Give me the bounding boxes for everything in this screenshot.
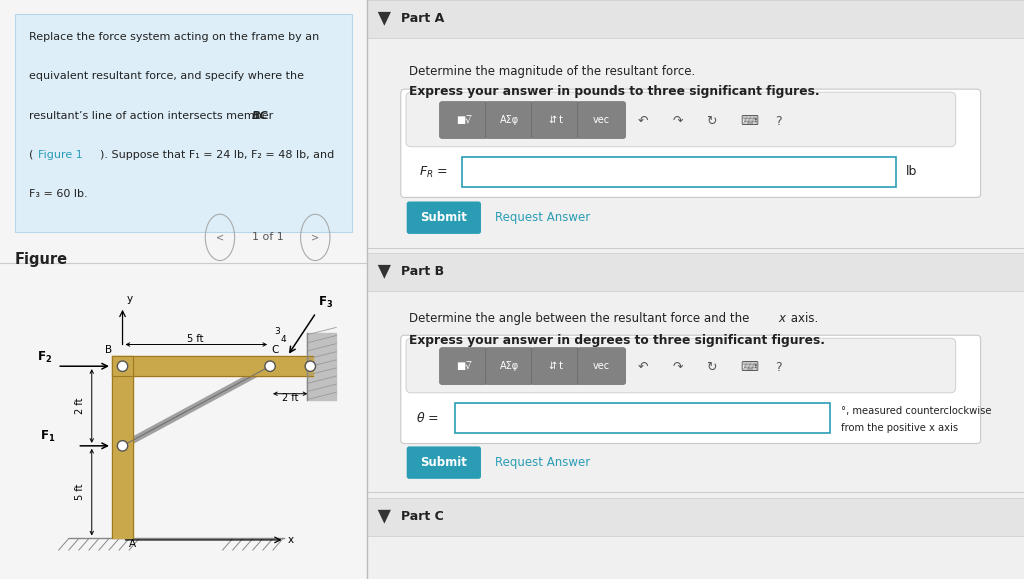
Text: $F_R$ =: $F_R$ = <box>419 164 449 179</box>
Text: Determine the angle between the resultant force and the: Determine the angle between the resultan… <box>410 312 754 324</box>
FancyBboxPatch shape <box>531 347 580 384</box>
Text: ⌨: ⌨ <box>740 115 759 128</box>
Bar <box>456 403 830 433</box>
Circle shape <box>265 361 275 372</box>
Circle shape <box>305 361 315 372</box>
FancyBboxPatch shape <box>407 446 481 479</box>
Bar <box>367 253 1024 291</box>
Text: Express your answer in degrees to three significant figures.: Express your answer in degrees to three … <box>410 334 825 346</box>
Text: axis.: axis. <box>787 312 818 324</box>
Bar <box>367 498 1024 536</box>
FancyBboxPatch shape <box>407 92 955 146</box>
Text: ■√̅: ■√̅ <box>456 115 471 125</box>
Text: ⇵ t: ⇵ t <box>549 115 562 125</box>
Text: Part B: Part B <box>400 265 443 278</box>
Text: ↶: ↶ <box>638 361 648 374</box>
Bar <box>462 157 896 187</box>
Text: (: ( <box>30 150 34 160</box>
Circle shape <box>118 361 128 372</box>
Text: $\mathbf{F_1}$: $\mathbf{F_1}$ <box>40 429 55 445</box>
Text: °, measured counterclockwise: °, measured counterclockwise <box>841 406 991 416</box>
Text: 5 ft: 5 ft <box>187 335 204 345</box>
Text: 2 ft: 2 ft <box>75 398 85 414</box>
Text: F₃ = 60 lb.: F₃ = 60 lb. <box>30 189 88 199</box>
Text: A: A <box>129 539 136 549</box>
Text: Determine the magnitude of the resultant force.: Determine the magnitude of the resultant… <box>410 65 695 78</box>
Text: $\mathbf{F_2}$: $\mathbf{F_2}$ <box>37 350 52 365</box>
FancyBboxPatch shape <box>531 101 580 138</box>
Text: vec: vec <box>593 115 610 125</box>
Text: Submit: Submit <box>420 456 467 469</box>
Text: >: > <box>311 232 319 243</box>
Polygon shape <box>378 265 391 279</box>
Text: Request Answer: Request Answer <box>495 456 590 469</box>
Text: vec: vec <box>593 361 610 371</box>
Text: Replace the force system acting on the frame by an: Replace the force system acting on the f… <box>30 32 319 42</box>
Text: ↻: ↻ <box>707 115 717 128</box>
FancyBboxPatch shape <box>400 89 981 197</box>
Text: ?: ? <box>775 115 781 128</box>
FancyBboxPatch shape <box>439 347 487 384</box>
Text: B: B <box>104 345 112 354</box>
Text: ?: ? <box>775 361 781 374</box>
Text: lb: lb <box>906 166 918 178</box>
FancyBboxPatch shape <box>485 347 534 384</box>
Text: 5 ft: 5 ft <box>75 484 85 500</box>
Text: ↷: ↷ <box>673 115 683 128</box>
Text: ⌨: ⌨ <box>740 361 759 374</box>
Text: Figure 1: Figure 1 <box>38 150 83 160</box>
FancyBboxPatch shape <box>407 338 955 393</box>
Text: resultant’s line of action intersects member: resultant’s line of action intersects me… <box>30 111 278 120</box>
Text: C: C <box>271 345 279 354</box>
Text: y: y <box>126 294 132 304</box>
FancyBboxPatch shape <box>439 101 487 138</box>
Text: x: x <box>288 535 294 545</box>
Text: AΣφ: AΣφ <box>500 361 519 371</box>
Text: BC: BC <box>252 111 268 120</box>
Text: ). Suppose that F₁ = 24 lb, F₂ = 48 lb, and: ). Suppose that F₁ = 24 lb, F₂ = 48 lb, … <box>100 150 334 160</box>
FancyBboxPatch shape <box>407 201 481 234</box>
FancyBboxPatch shape <box>14 14 352 232</box>
Bar <box>367 0 1024 38</box>
Text: 2 ft: 2 ft <box>282 393 298 403</box>
Text: from the positive x axis: from the positive x axis <box>841 423 957 434</box>
Text: $\theta$ =: $\theta$ = <box>416 411 438 425</box>
Polygon shape <box>378 510 391 523</box>
Text: ↷: ↷ <box>673 361 683 374</box>
FancyBboxPatch shape <box>485 101 534 138</box>
FancyBboxPatch shape <box>400 335 981 444</box>
Text: ⇵ t: ⇵ t <box>549 361 562 371</box>
Polygon shape <box>378 12 391 25</box>
FancyBboxPatch shape <box>578 347 626 384</box>
Text: <: < <box>216 232 224 243</box>
Text: ↶: ↶ <box>638 115 648 128</box>
Text: equivalent resultant force, and specify where the: equivalent resultant force, and specify … <box>30 71 304 81</box>
Text: Submit: Submit <box>420 211 467 224</box>
Text: $\mathbf{F_3}$: $\mathbf{F_3}$ <box>317 295 333 310</box>
Text: x: x <box>778 312 785 324</box>
Text: Figure: Figure <box>14 252 68 267</box>
Circle shape <box>118 441 128 451</box>
Text: 4: 4 <box>281 335 286 343</box>
Text: 1 of 1: 1 of 1 <box>252 232 284 243</box>
Text: ↻: ↻ <box>707 361 717 374</box>
Text: AΣφ: AΣφ <box>500 115 519 125</box>
FancyBboxPatch shape <box>578 101 626 138</box>
Text: 3: 3 <box>274 327 281 336</box>
Text: Part A: Part A <box>400 12 444 25</box>
Text: Express your answer in pounds to three significant figures.: Express your answer in pounds to three s… <box>410 85 820 98</box>
Text: Request Answer: Request Answer <box>495 211 590 224</box>
Text: ■√̅: ■√̅ <box>456 361 471 371</box>
Text: Part C: Part C <box>400 510 443 523</box>
